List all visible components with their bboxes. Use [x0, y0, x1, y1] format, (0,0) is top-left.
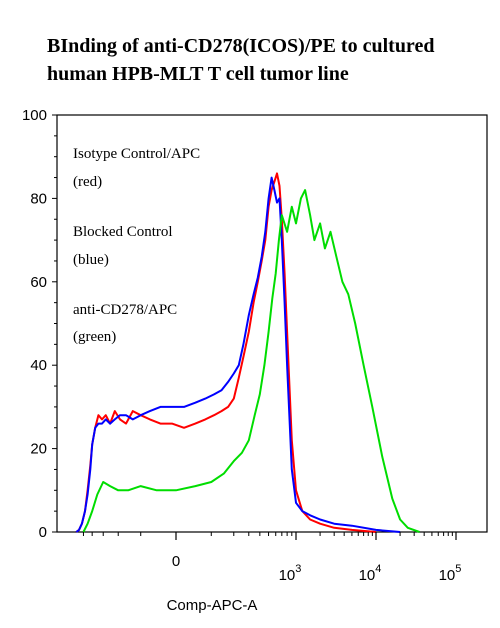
y-tick-label: 0: [39, 524, 47, 541]
legend-item-3-line1: anti-CD278/APC: [73, 302, 177, 318]
x-axis: 0 103 104 105: [82, 532, 462, 584]
y-tick-label: 40: [30, 357, 47, 374]
legend-item-3-line2: (green): [73, 329, 116, 345]
legend-item-2-line1: Blocked Control: [73, 224, 173, 240]
x-tick-label: 105: [439, 563, 462, 584]
series-layer: [75, 172, 420, 533]
legend: Isotype Control/APC (red) Blocked Contro…: [73, 146, 200, 345]
x-axis-label: Comp-APC-A: [167, 597, 258, 614]
y-tick-label: 20: [30, 441, 47, 458]
series-line-3: [82, 189, 420, 533]
series-line-2: [75, 176, 401, 533]
legend-item-2-line2: (blue): [73, 252, 109, 268]
legend-item-1-line1: Isotype Control/APC: [73, 146, 200, 162]
chart-title-line2: human HPB-MLT T cell tumor line: [47, 63, 349, 85]
y-tick-label: 100: [22, 107, 47, 124]
chart-title-line1: BInding of anti-CD278(ICOS)/PE to cultur…: [47, 35, 434, 57]
x-tick-label: 103: [279, 563, 302, 584]
y-axis: 0 20 40 60 80 100: [22, 107, 57, 541]
x-tick-label: 104: [359, 563, 382, 584]
series-line-1: [75, 172, 377, 533]
y-tick-label: 60: [30, 274, 47, 291]
legend-item-1-line2: (red): [73, 174, 102, 190]
x-tick-label: 0: [172, 553, 180, 570]
y-tick-label: 80: [30, 190, 47, 207]
